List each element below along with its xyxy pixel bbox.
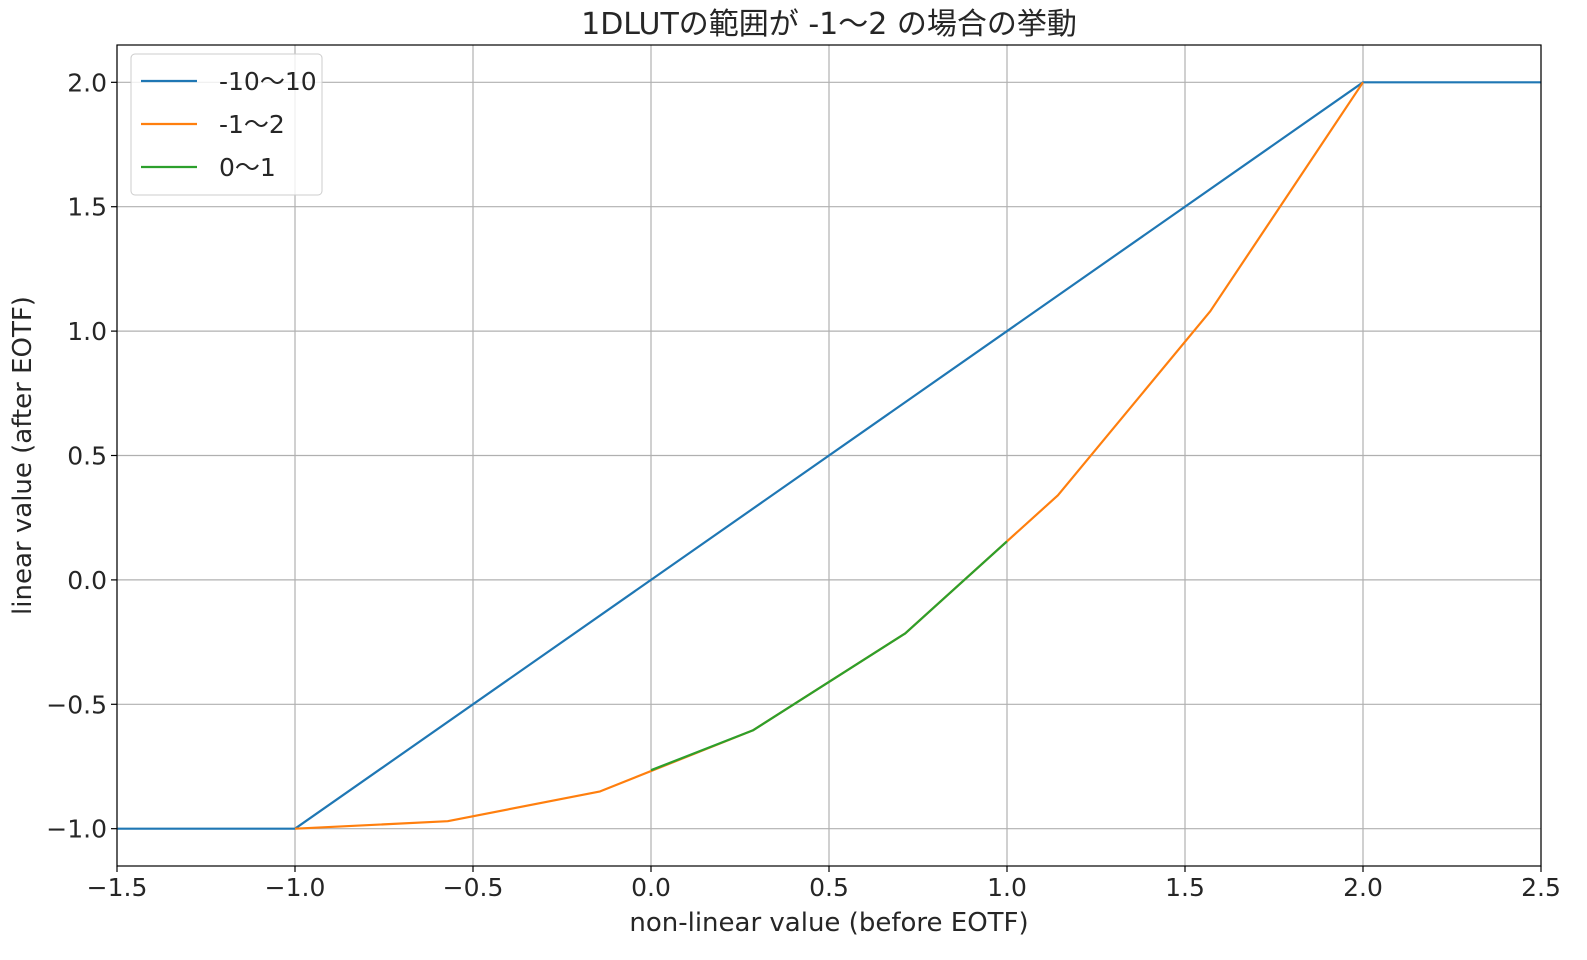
x-tick-label: 0.5 [809, 873, 849, 902]
x-tick-label: 1.0 [987, 873, 1027, 902]
x-tick-label: 2.0 [1343, 873, 1383, 902]
legend-label: -1〜2 [219, 110, 285, 139]
legend-label: 0〜1 [219, 153, 276, 182]
legend-label: -10〜10 [219, 67, 317, 96]
series-line-1 [117, 81, 1541, 830]
y-tick-label: −1.0 [46, 815, 107, 844]
y-axis-title: linear value (after EOTF) [8, 296, 38, 615]
x-tick-label: −1.0 [265, 873, 326, 902]
y-tick-label: 1.0 [67, 317, 107, 346]
x-tick-label: −1.5 [87, 873, 148, 902]
series-line-3 [650, 540, 1008, 772]
legend-box [130, 53, 323, 196]
x-tick-label: 2.5 [1521, 873, 1561, 902]
x-tick-label: 0.0 [631, 873, 671, 902]
x-axis-title: non-linear value (before EOTF) [629, 908, 1028, 938]
y-tick-label: 0.0 [67, 566, 107, 595]
legend: -10〜10 -1〜2 0〜1 [130, 53, 323, 196]
x-tick-label: 1.5 [1165, 873, 1205, 902]
series-lines [117, 81, 1541, 830]
x-tick-label: −0.5 [443, 873, 504, 902]
y-tick-label: 1.5 [67, 193, 107, 222]
chart-title: 1DLUTの範囲が -1〜2 の場合の挙動 [581, 7, 1077, 42]
y-tick-label: −0.5 [46, 690, 107, 719]
ticks: −1.5 −1.0 −0.5 0.0 0.5 1.0 1.5 2.0 2.5 −1.0 −0.5 0.… [46, 68, 1561, 902]
y-tick-label: 0.5 [67, 442, 107, 471]
y-tick-label: 2.0 [67, 68, 107, 97]
